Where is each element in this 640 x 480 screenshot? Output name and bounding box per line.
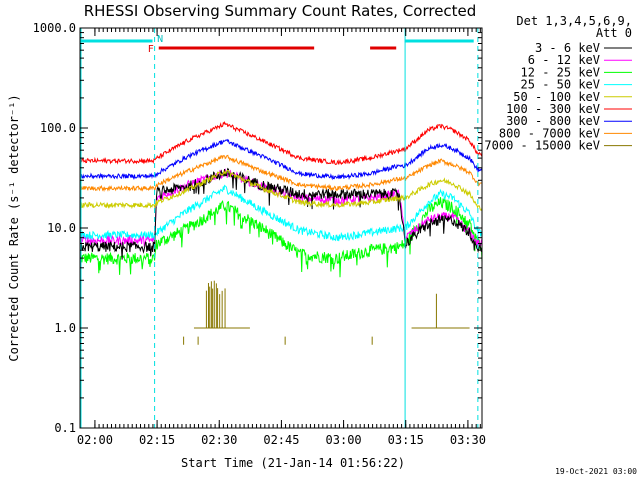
series-800to7000keV <box>79 154 482 193</box>
legend-label: 3 - 6 keV <box>535 41 600 55</box>
legend-label: 100 - 300 keV <box>506 102 600 116</box>
legend-label: 6 - 12 keV <box>528 53 600 67</box>
x-tick-label: 03:00 <box>326 433 362 447</box>
x-tick-label: 03:30 <box>450 433 486 447</box>
chart-title: RHESSI Observing Summary Count Rates, Co… <box>84 2 477 20</box>
y-tick-label: 100.0 <box>40 121 76 135</box>
legend-label: 50 - 100 keV <box>513 90 600 104</box>
series-25to50keV <box>79 184 483 242</box>
y-axis-label: Corrected Count Rate (s⁻¹ detector⁻¹) <box>7 94 21 361</box>
series-300to800keV <box>79 138 483 181</box>
series-50to100keV <box>79 169 483 211</box>
y-tick-label: 1.0 <box>54 321 76 335</box>
y-tick-label: 1000.0 <box>33 21 76 35</box>
y-tick-label: 10.0 <box>47 221 76 235</box>
legend-label: 25 - 50 keV <box>521 78 600 92</box>
legend-header-line2: Att 0 <box>596 26 632 40</box>
legend-label: 800 - 7000 keV <box>499 126 600 140</box>
x-tick-label: 03:15 <box>388 433 424 447</box>
flag-label-n: N <box>157 34 163 45</box>
series-layer <box>79 120 483 345</box>
series-3to6keV <box>79 167 483 260</box>
x-tick-label: 02:45 <box>263 433 299 447</box>
series-100to300keV <box>79 120 483 166</box>
legend-header-line1: Det 1,3,4,5,6,9, <box>516 14 632 28</box>
axis-layer: 0.1 1.0 10.0 100.0 1000.0 02:00 02:15 02:30 02:4… <box>33 21 486 447</box>
footer-date: 19-Oct-2021 03:00 <box>555 467 637 476</box>
x-tick-label: 02:30 <box>201 433 237 447</box>
legend-label: 12 - 25 keV <box>521 65 600 79</box>
x-tick-label: 02:00 <box>77 433 113 447</box>
flag-label-f: F <box>148 44 154 55</box>
legend-label: 7000 - 15000 keV <box>484 139 600 153</box>
y-tick-label: 0.1 <box>54 421 76 435</box>
x-axis-label: Start Time (21-Jan-14 01:56:22) <box>181 456 405 470</box>
x-tick-label: 02:15 <box>139 433 175 447</box>
legend-label: 300 - 800 keV <box>506 114 600 128</box>
